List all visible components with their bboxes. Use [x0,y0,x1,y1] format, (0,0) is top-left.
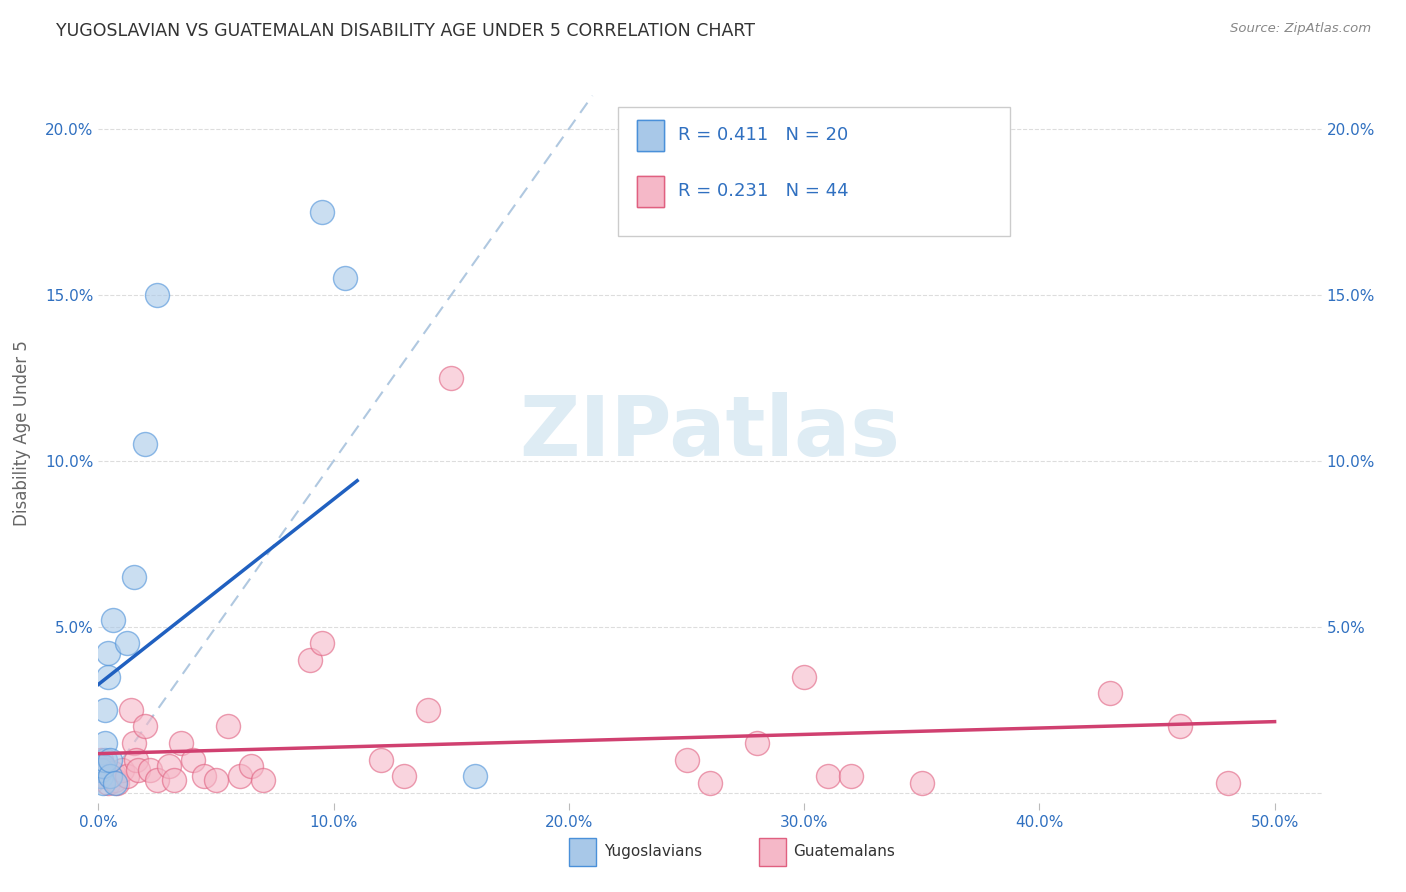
Point [94,763,117,777]
Point [115,636,138,650]
Point [440,371,463,385]
Point [675,753,697,767]
Point [105,776,128,790]
Point [793,670,815,684]
Point [91,759,114,773]
Point [1216,776,1239,790]
Point [146,288,169,302]
Point [217,719,239,733]
Bar [759,838,786,866]
Point [125,753,148,767]
Point [104,776,127,790]
Point [299,653,322,667]
Point [370,753,392,767]
Point [193,769,215,783]
Point [416,703,439,717]
Bar [637,176,664,207]
Text: R = 0.231   N = 44: R = 0.231 N = 44 [678,182,849,200]
Point [134,437,156,451]
Point [163,772,186,787]
Point [146,772,169,787]
Point [181,753,204,767]
Point [115,769,138,783]
Point [94,753,117,767]
Point [111,763,134,777]
Point [139,763,162,777]
Point [311,636,333,650]
Point [252,772,274,787]
Point [91,776,114,790]
Point [240,759,263,773]
Point [1170,719,1192,733]
Point [311,204,333,219]
Point [228,769,250,783]
Point [134,719,156,733]
Point [335,271,357,285]
Point [94,703,117,717]
Point [839,769,862,783]
Bar [637,176,664,207]
FancyBboxPatch shape [619,107,1010,236]
Point [97,647,120,661]
Bar [637,120,664,152]
Text: YUGOSLAVIAN VS GUATEMALAN DISABILITY AGE UNDER 5 CORRELATION CHART: YUGOSLAVIAN VS GUATEMALAN DISABILITY AGE… [56,22,755,40]
Point [745,736,768,750]
Point [120,703,142,717]
Point [122,736,145,750]
Point [101,613,124,627]
Point [1098,686,1121,700]
Point [97,776,120,790]
Point [911,776,934,790]
Point [90,763,112,777]
Point [104,772,127,787]
Text: R = 0.411   N = 20: R = 0.411 N = 20 [678,126,848,144]
Text: Guatemalans: Guatemalans [793,844,896,859]
Point [464,769,486,783]
Point [98,769,121,783]
Text: Source: ZipAtlas.com: Source: ZipAtlas.com [1230,22,1371,36]
Point [817,769,839,783]
Point [94,736,117,750]
Point [392,769,416,783]
Point [101,766,124,780]
Point [127,763,149,777]
Y-axis label: Disability Age Under 5: Disability Age Under 5 [13,340,31,525]
Point [98,753,121,767]
Point [97,670,120,684]
Text: Yugoslavians: Yugoslavians [603,844,702,859]
Point [205,772,228,787]
Point [170,736,193,750]
Point [157,759,180,773]
Point [699,776,721,790]
Point [98,769,121,783]
Point [90,769,112,783]
Text: ZIPatlas: ZIPatlas [520,392,900,473]
Point [122,570,145,584]
Point [94,769,117,783]
Point [90,753,112,767]
Bar [569,838,596,866]
Point [91,759,114,773]
Bar [637,120,664,152]
